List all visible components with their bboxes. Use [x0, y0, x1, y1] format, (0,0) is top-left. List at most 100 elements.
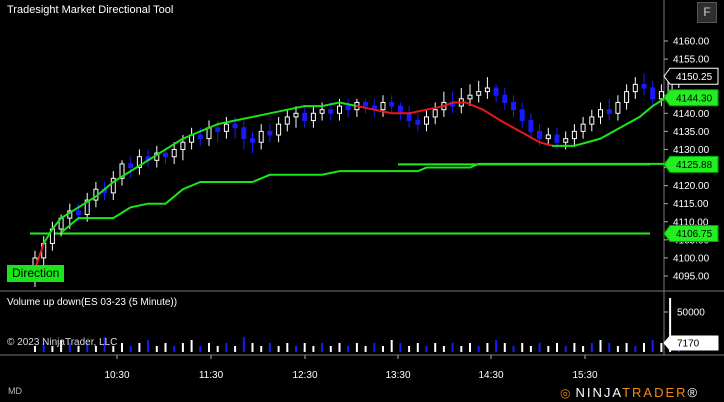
candle-body [615, 101, 621, 114]
volume-bar [147, 340, 150, 352]
trend-line-segment [538, 141, 554, 147]
volume-bar [469, 343, 471, 352]
volume-bar [51, 346, 54, 352]
candle-body [406, 112, 412, 122]
volume-bar [155, 346, 158, 352]
volume-bar [42, 343, 45, 352]
volume-bar [268, 343, 271, 352]
volume-bar [382, 346, 384, 352]
volume-bar [129, 346, 132, 352]
time-tick-label: 11:30 [199, 370, 224, 381]
candle-body [493, 87, 499, 96]
volume-bar [512, 346, 515, 352]
candle-body [136, 156, 142, 169]
ninjatrader-logo-icon: ◎ [560, 386, 573, 400]
trend-line-segment [599, 130, 615, 140]
volume-bar [138, 343, 141, 352]
trend-line-segment [482, 108, 502, 122]
volume-bar [94, 346, 97, 352]
trend-line-segment [60, 206, 80, 220]
logo-part1: NINJA [575, 385, 623, 400]
trend-line-segment [42, 228, 54, 245]
trend-line-segment [181, 130, 202, 140]
volume-bar [347, 346, 350, 352]
stop-line-series [60, 162, 666, 234]
volume-bar [625, 343, 628, 352]
candle-body [337, 105, 342, 114]
time-tick-label: 13:30 [385, 370, 410, 381]
candle-body [589, 116, 595, 125]
volume-bar [303, 343, 306, 352]
candle-body [415, 120, 421, 125]
candle-body [110, 177, 116, 194]
volume-bar [181, 343, 184, 352]
trend-line-segment [112, 170, 132, 183]
volume-panel-title: Volume up down(ES 03-23 (5 Minute)) [7, 297, 178, 308]
trend-line-segment [268, 108, 289, 115]
candle-body [380, 101, 386, 111]
price-tick-label: 4140.00 [673, 109, 710, 120]
candle-body [432, 109, 438, 118]
price-tick-label: 4115.00 [673, 199, 709, 210]
panel-toggle-button[interactable]: F [697, 2, 717, 23]
copyright-notice: © 2023 NinjaTrader, LLC [7, 337, 118, 348]
volume-bar [286, 343, 289, 352]
candle-body [197, 134, 203, 140]
candle-body [632, 83, 638, 93]
volume-bar [77, 346, 80, 352]
trend-line-segment [373, 108, 393, 115]
trend-line-segment [77, 195, 97, 209]
volume-bar [521, 343, 524, 352]
volume-bar [121, 343, 123, 352]
candle-body [554, 134, 560, 143]
trend-line-segment [425, 105, 445, 111]
trend-line-segment [234, 115, 254, 122]
trend-line-segment [525, 134, 541, 144]
chart-title: Tradesight Market Directional Tool [7, 4, 174, 16]
candle-body [223, 123, 229, 132]
volume-bar [573, 343, 576, 352]
price-marker-label: 4144.30 [676, 93, 713, 104]
candle-body [580, 123, 586, 132]
candle-body [258, 130, 264, 143]
volume-bar [329, 346, 332, 352]
volume-bar [556, 343, 558, 352]
volume-bar [321, 343, 324, 352]
price-tick-label: 4095.00 [673, 272, 710, 283]
volume-marker-box [663, 335, 719, 351]
price-marker-label: 4106.75 [676, 229, 713, 240]
price-marker-box [663, 155, 719, 173]
trend-line-segment [216, 119, 237, 126]
trend-line-segment [164, 137, 184, 151]
candle-body [180, 141, 186, 150]
volume-bar [590, 343, 593, 352]
volume-bar [582, 346, 585, 352]
candle-body [84, 199, 90, 216]
volume-bar [599, 340, 602, 352]
candlestick-series [32, 69, 682, 287]
price-tick-label: 4155.00 [673, 55, 710, 66]
candle-body [502, 94, 508, 103]
volume-bar [669, 298, 672, 352]
price-tick-label: 4120.00 [673, 181, 710, 192]
price-marker-box [663, 67, 719, 85]
candle-body [571, 130, 577, 140]
trend-line-segment [625, 115, 641, 126]
volume-bar [60, 340, 63, 352]
trend-line-segment [199, 123, 219, 133]
candle-body [537, 130, 543, 140]
candle-body [302, 112, 308, 122]
volume-bar [338, 343, 341, 352]
volume-bar [190, 340, 193, 352]
volume-bar [434, 343, 437, 352]
time-tick-label: 14:30 [478, 370, 503, 381]
volume-bar [416, 343, 419, 352]
trend-line-segment [638, 105, 654, 118]
candle-body [276, 123, 282, 136]
volume-bar [425, 346, 428, 352]
trend-line-segment [147, 148, 167, 162]
volume-bar [364, 346, 367, 352]
trend-line-segment [442, 101, 454, 108]
candle-body [397, 105, 403, 114]
